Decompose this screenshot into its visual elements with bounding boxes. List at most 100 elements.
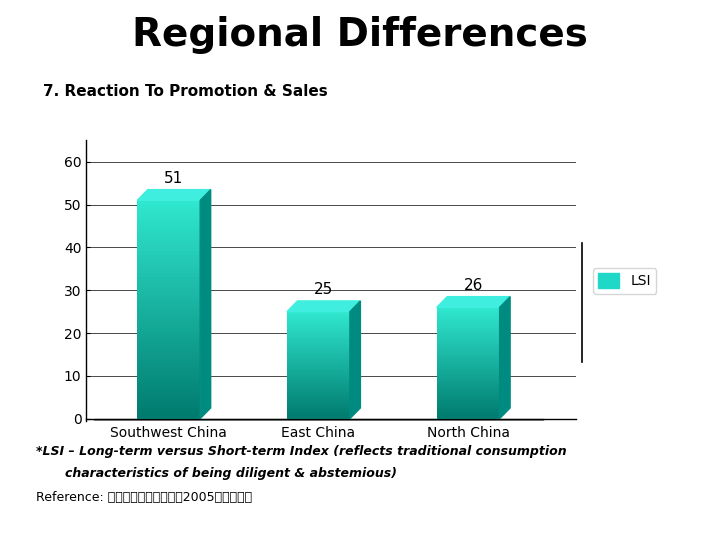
Bar [287,356,350,358]
Bar [138,255,200,259]
Bar [287,388,350,390]
Bar [437,408,500,409]
Bar [437,345,500,346]
Bar [287,397,350,399]
Bar [138,302,200,306]
Bar [138,226,200,230]
Bar [138,320,200,324]
Bar [437,409,500,411]
Bar [287,354,350,356]
Bar [437,417,500,418]
Bar [138,404,200,408]
Polygon shape [500,296,510,418]
Bar [437,315,500,316]
Bar [138,339,200,342]
Bar [287,367,350,369]
Bar [437,326,500,328]
Bar [138,349,200,353]
Bar [138,215,200,219]
Bar [437,329,500,332]
Bar [138,288,200,291]
Bar [287,328,350,329]
Bar [138,332,200,335]
Polygon shape [350,301,361,418]
Bar [437,406,500,408]
Bar [437,355,500,357]
Bar [437,380,500,382]
Bar [138,386,200,389]
Bar [138,262,200,266]
Bar [138,237,200,240]
Bar [138,219,200,222]
Bar [138,408,200,411]
Bar [437,320,500,322]
Bar [437,383,500,385]
Text: *LSI – Long-term versus Short-term Index (reflects traditional consumption: *LSI – Long-term versus Short-term Index… [36,446,567,458]
Bar [437,339,500,341]
Bar [437,307,500,309]
Bar [437,391,500,393]
Bar [437,335,500,337]
Bar [437,350,500,352]
Bar [287,365,350,367]
Bar [437,357,500,359]
Bar [287,358,350,360]
Bar [138,382,200,386]
Bar [287,403,350,404]
Bar [138,335,200,339]
Bar [138,353,200,357]
Bar [287,383,350,384]
Bar [138,291,200,295]
Bar [437,372,500,374]
Text: Reference: 中国消费者行为报告（2005），庐泰宏: Reference: 中国消费者行为报告（2005），庐泰宏 [36,491,252,504]
Bar [287,381,350,383]
Bar [138,276,200,280]
Bar [287,329,350,331]
Bar [437,316,500,319]
Bar [287,380,350,381]
Bar [437,370,500,372]
Bar [287,395,350,397]
Bar [138,389,200,393]
Bar [138,360,200,364]
Bar [287,351,350,353]
Bar [437,322,500,324]
Bar [437,368,500,370]
Bar [437,413,500,415]
Bar [287,344,350,346]
Polygon shape [437,296,510,307]
Bar [287,335,350,336]
Bar [437,378,500,380]
Bar [287,360,350,362]
Legend: LSI: LSI [593,268,657,294]
Bar [287,392,350,394]
Bar [287,404,350,406]
Bar [287,312,350,313]
Bar [138,306,200,309]
Bar [94,418,543,421]
Bar [287,372,350,374]
Bar [138,368,200,372]
Bar [437,367,500,368]
Bar [437,348,500,350]
Bar [138,266,200,269]
Text: 25: 25 [314,282,333,298]
Bar [138,393,200,397]
Bar [138,299,200,302]
Bar [287,339,350,340]
Bar [138,295,200,299]
Bar [138,397,200,401]
Bar [437,346,500,348]
Bar [287,346,350,347]
Bar [138,309,200,313]
Polygon shape [138,190,211,200]
Bar [437,400,500,402]
Bar [437,382,500,383]
Bar [437,411,500,413]
Bar [287,349,350,351]
Bar [287,374,350,376]
Polygon shape [287,301,361,312]
Bar [138,372,200,375]
Text: 26: 26 [464,278,483,293]
Bar [287,370,350,372]
